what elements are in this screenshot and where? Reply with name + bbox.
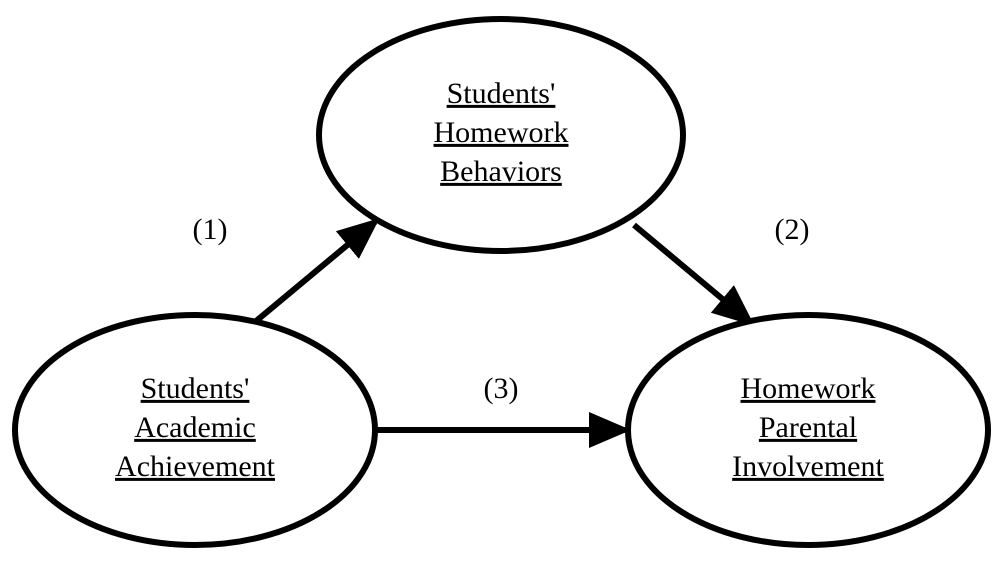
node-involvement-line-0: Homework <box>741 372 876 405</box>
node-achievement-line-0: Students' <box>141 372 250 405</box>
node-involvement-line-2: Involvement <box>732 450 884 483</box>
mediation-diagram: Students' Academic Achievement Students' Hom… <box>0 0 1000 587</box>
node-behaviors-line-0: Students' <box>447 77 556 110</box>
node-behaviors-line-2: Behaviors <box>440 155 562 188</box>
node-achievement-line-2: Achievement <box>115 450 276 483</box>
node-achievement-line-1: Academic <box>134 411 256 444</box>
node-involvement-line-1: Parental <box>759 411 857 444</box>
edge-label-e1: (1) <box>193 213 228 246</box>
edge-e2 <box>634 225 750 322</box>
edge-label-e2: (2) <box>775 213 810 246</box>
node-behaviors-line-1: Homework <box>434 116 569 149</box>
edge-e1 <box>255 222 375 322</box>
edge-label-e3: (3) <box>484 372 519 405</box>
